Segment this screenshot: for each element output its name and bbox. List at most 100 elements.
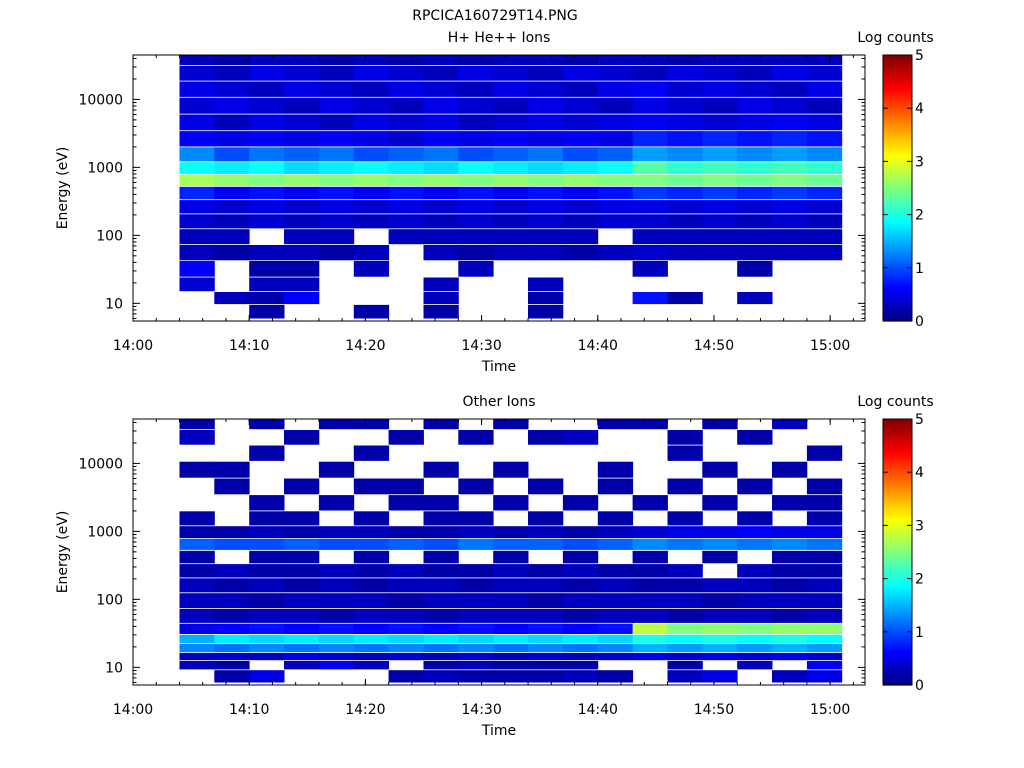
heatmap-cell <box>772 245 808 261</box>
heatmap-cell <box>179 186 215 200</box>
heatmap-cell <box>528 623 564 634</box>
heatmap-cell <box>632 81 668 97</box>
colorbar-segment <box>883 230 912 233</box>
heatmap-cell <box>388 229 424 245</box>
colorbar-segment <box>883 77 912 80</box>
heatmap-cell <box>806 511 843 526</box>
heatmap-cell <box>597 81 634 97</box>
heatmap-cell <box>528 564 564 578</box>
colorbar-segment <box>883 238 912 242</box>
heatmap-cell <box>737 174 773 186</box>
colorbar-tick-label: 1 <box>915 625 924 641</box>
heatmap-cell <box>458 97 494 114</box>
heatmap-cell <box>249 578 285 593</box>
heatmap-cell <box>284 578 320 593</box>
heatmap-cell <box>353 186 390 200</box>
colorbar-segment <box>883 181 912 185</box>
colorbar-segment <box>883 627 912 631</box>
heatmap-cell <box>214 147 250 162</box>
heatmap-cell <box>423 304 459 319</box>
colorbar-segment <box>883 303 912 307</box>
heatmap-cell <box>772 593 808 609</box>
colorbar-segment <box>883 247 912 251</box>
heatmap-cell <box>179 200 215 214</box>
colorbar-segment <box>883 179 912 182</box>
colorbar-segment <box>883 540 912 544</box>
heatmap-cell <box>284 147 320 162</box>
heatmap-cell <box>806 162 843 174</box>
heatmap-cell <box>632 229 668 245</box>
heatmap-cell <box>214 114 250 131</box>
heatmap-cell <box>702 55 738 66</box>
heatmap-cell <box>423 147 459 162</box>
heatmap-cell <box>353 66 390 81</box>
colorbar-segment <box>883 520 912 524</box>
heatmap-cell <box>806 593 843 609</box>
heatmap-cell <box>284 593 320 609</box>
heatmap-cell <box>806 186 843 200</box>
heatmap-cell <box>737 578 773 593</box>
heatmap-cell <box>284 261 320 277</box>
x-tick-label: 14:40 <box>578 338 618 354</box>
colorbar-segment <box>883 83 912 87</box>
heatmap-cell <box>737 162 773 174</box>
heatmap-cell <box>702 623 738 634</box>
colorbar-segment <box>883 188 912 191</box>
heatmap-cell <box>528 304 564 319</box>
heatmap-cell <box>597 186 634 200</box>
heatmap-cell <box>353 114 390 131</box>
colorbar-segment <box>883 509 912 513</box>
heatmap-cell <box>214 245 250 261</box>
colorbar-segment <box>883 132 912 136</box>
heatmap-cell <box>423 495 459 511</box>
heatmap-cell <box>597 55 634 66</box>
colorbar-segment <box>883 289 912 293</box>
heatmap-cell <box>179 245 215 261</box>
panel-title: Other Ions <box>462 394 535 410</box>
colorbar-segment <box>883 212 912 216</box>
heatmap-cell <box>737 200 773 214</box>
colorbar-segment <box>883 532 912 535</box>
colorbar-segment <box>883 587 912 591</box>
heatmap-cell <box>353 564 390 578</box>
heatmap-cell <box>772 97 808 114</box>
colorbar-segment <box>883 441 912 444</box>
heatmap-cell <box>772 214 808 229</box>
colorbar-segment <box>883 676 912 679</box>
heatmap-cell <box>772 634 808 643</box>
heatmap-cell <box>562 66 599 81</box>
heatmap-cell <box>318 538 355 550</box>
heatmap-cell <box>528 478 564 495</box>
colorbar-segment <box>883 274 912 278</box>
heatmap-cell <box>179 538 215 550</box>
heatmap-cell <box>318 162 355 174</box>
colorbar-segment <box>883 498 912 502</box>
heatmap-cell <box>423 214 459 229</box>
heatmap-cell <box>214 461 250 478</box>
heatmap-cell <box>458 200 494 214</box>
heatmap-cell <box>458 131 494 147</box>
heatmap-cell <box>632 419 668 430</box>
heatmap-cell <box>772 578 808 593</box>
heatmap-cell <box>214 55 250 66</box>
y-tick-label: 1000 <box>87 524 123 540</box>
colorbar-tick-label: 3 <box>915 518 924 534</box>
colorbar-segment <box>883 660 912 664</box>
heatmap-cell <box>214 652 250 661</box>
heatmap-cell <box>632 643 668 653</box>
colorbar-segment <box>883 461 912 464</box>
heatmap-cell <box>772 131 808 147</box>
colorbar-segment <box>883 653 912 657</box>
heatmap-cell <box>597 670 634 683</box>
heatmap-cell <box>353 174 390 186</box>
colorbar-segment <box>883 150 912 154</box>
heatmap-cell <box>284 292 320 305</box>
heatmap-cell <box>667 81 703 97</box>
heatmap-cell <box>353 97 390 114</box>
y-tick-label: 10000 <box>78 456 123 472</box>
heatmap-cell <box>179 578 215 593</box>
heatmap-cell <box>562 200 599 214</box>
colorbar-tick-label: 2 <box>915 572 924 588</box>
heatmap-cell <box>249 245 285 261</box>
colorbar-segment <box>883 190 912 194</box>
